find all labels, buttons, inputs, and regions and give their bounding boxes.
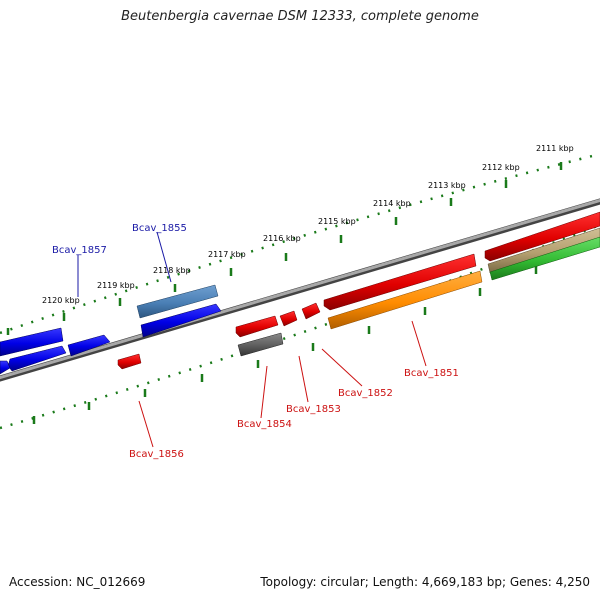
leader-bcav-1854 bbox=[260, 365, 268, 419]
leader-bcav-1856 bbox=[138, 400, 154, 448]
gene-label-bcav-1851[interactable]: Bcav_1851 bbox=[404, 368, 459, 379]
tick-label-2112: 2112 kbp bbox=[482, 163, 520, 172]
upper-tick-track bbox=[0, 152, 600, 335]
gene-arrow-red-small-2[interactable] bbox=[279, 310, 298, 327]
gene-arrow-red-bcav-1856[interactable] bbox=[117, 353, 142, 370]
genome-stats: Topology: circular; Length: 4,669,183 bp… bbox=[260, 575, 590, 589]
gene-arrow-blue-2[interactable] bbox=[67, 334, 111, 357]
tick-label-2115: 2115 kbp bbox=[318, 217, 356, 226]
leader-bcav-1852 bbox=[321, 348, 363, 387]
leader-bcav-1851 bbox=[411, 320, 427, 367]
map-title: Beutenbergia cavernae DSM 12333, complet… bbox=[121, 9, 479, 24]
gene-arrow-red-small-1[interactable] bbox=[301, 302, 321, 320]
tick-label-2111: 2111 kbp bbox=[536, 144, 574, 153]
gene-arrow-orange[interactable] bbox=[327, 270, 483, 330]
gene-label-bcav-1854[interactable]: Bcav_1854 bbox=[237, 419, 292, 430]
leader-bcav-1855 bbox=[156, 231, 172, 283]
genome-backbone-highlight bbox=[0, 198, 600, 380]
accession-label: Accession: NC_012669 bbox=[9, 575, 146, 589]
gene-arrow-steelblue-bcav-1855[interactable] bbox=[136, 284, 219, 319]
lower-tick-track bbox=[0, 223, 600, 430]
gene-label-bcav-1855[interactable]: Bcav_1855 bbox=[132, 223, 187, 234]
gene-arrow-blue-5[interactable] bbox=[0, 360, 11, 375]
leader-bcav-1853 bbox=[298, 355, 309, 403]
gene-arrow-red-bcav-1854[interactable] bbox=[235, 315, 279, 338]
tick-label-2116: 2116 kbp bbox=[263, 234, 301, 243]
tick-label-2119: 2119 kbp bbox=[97, 281, 135, 290]
gene-label-bcav-1852[interactable]: Bcav_1852 bbox=[338, 388, 393, 399]
gene-arrow-green[interactable] bbox=[489, 236, 600, 281]
tick-label-2118: 2118 kbp bbox=[153, 266, 191, 275]
tick-label-2114: 2114 kbp bbox=[373, 199, 411, 208]
gene-label-bcav-1856[interactable]: Bcav_1856 bbox=[129, 449, 184, 460]
gene-arrow-blue-1[interactable] bbox=[140, 303, 222, 338]
gene-arrow-tan[interactable] bbox=[487, 227, 600, 274]
lower-major-ticks bbox=[32, 266, 538, 424]
gene-arrow-red-forward[interactable] bbox=[484, 211, 600, 262]
gene-arrow-gray[interactable] bbox=[237, 332, 284, 357]
tick-label-2120: 2120 kbp bbox=[42, 296, 80, 305]
upper-major-ticks bbox=[6, 162, 563, 335]
gene-arrow-red-forward-2[interactable] bbox=[323, 253, 477, 311]
gene-arrow-blue-3[interactable] bbox=[0, 327, 64, 357]
gene-label-bcav-1857[interactable]: Bcav_1857 bbox=[52, 245, 107, 256]
tick-label-2113: 2113 kbp bbox=[428, 181, 466, 190]
tick-label-2117: 2117 kbp bbox=[208, 250, 246, 259]
gene-label-bcav-1853[interactable]: Bcav_1853 bbox=[286, 404, 341, 415]
